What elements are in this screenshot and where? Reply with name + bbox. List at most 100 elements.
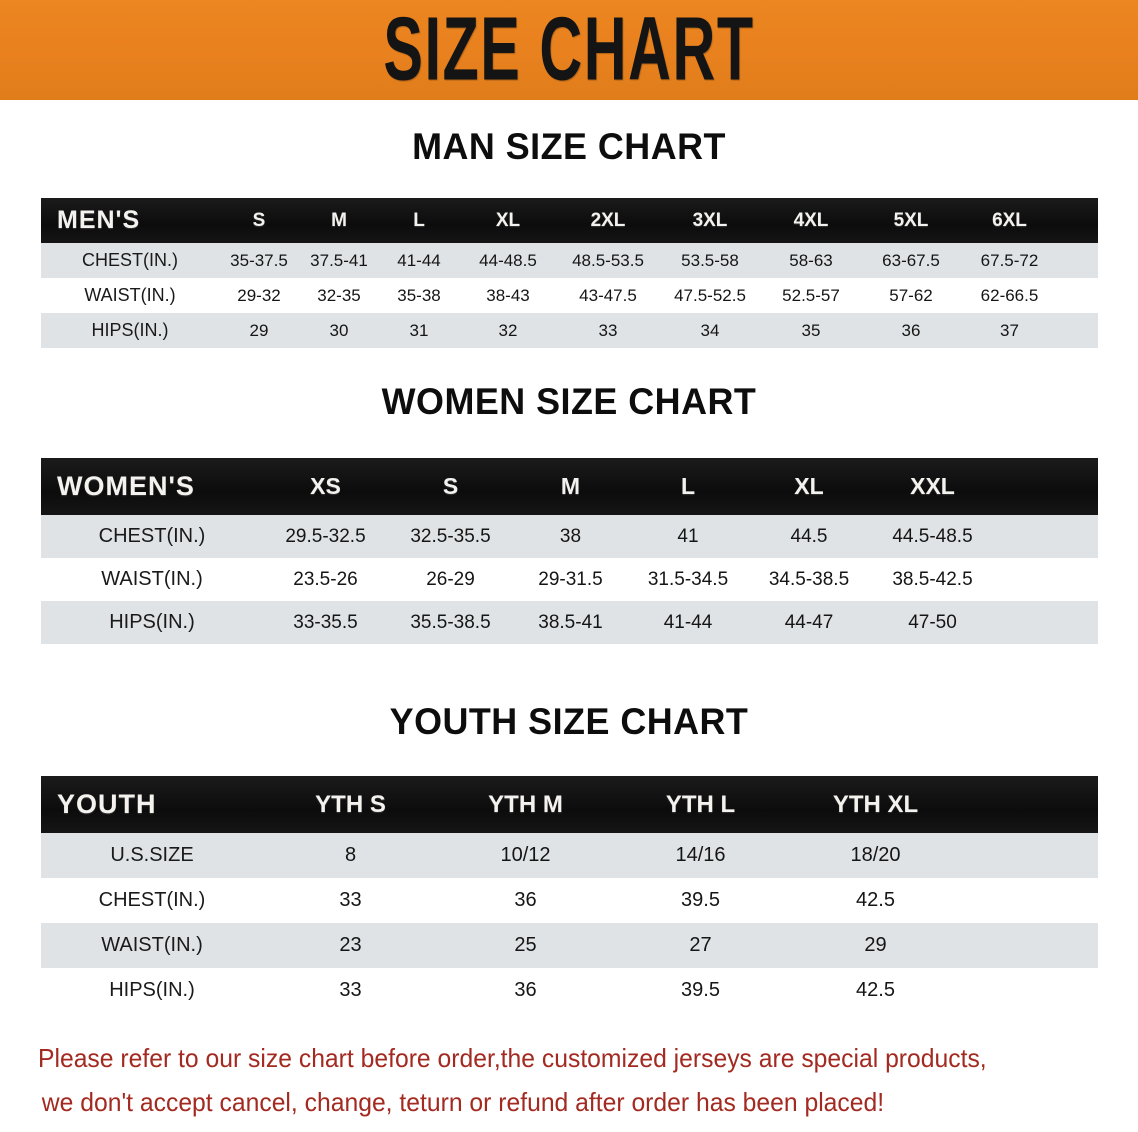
- men-chest-5xl: 63-67.5: [882, 250, 940, 270]
- youth-waist-l: 27: [689, 934, 712, 956]
- women-chest-m: 38: [559, 525, 582, 547]
- men-waist-2xl: 43-47.5: [579, 285, 637, 305]
- youth-hips-m: 36: [514, 979, 537, 1001]
- table-row: CHEST(IN.) 29.5-32.5 32.5-35.5 38 41 44.…: [41, 515, 1098, 558]
- men-waist-xl: 38-43: [486, 285, 530, 305]
- youth-row-hips-label: HIPS(IN.): [109, 979, 195, 1001]
- youth-header-size-s: YTH S: [315, 790, 386, 818]
- disclaimer-line-2: we don't accept cancel, change, teturn o…: [41, 1087, 885, 1117]
- women-hips-xs: 33-35.5: [293, 611, 358, 633]
- youth-ussize-l: 14/16: [675, 844, 726, 866]
- women-waist-xxl: 38.5-42.5: [892, 568, 973, 590]
- men-header-size-5xl: 5XL: [893, 209, 929, 231]
- men-chest-xl: 44-48.5: [479, 250, 537, 270]
- women-header-size-xxl: XXL: [910, 473, 955, 499]
- youth-header-row: YOUTH YTH S YTH M YTH L YTH XL: [41, 776, 1098, 833]
- table-row: HIPS(IN.) 29 30 31 32 33 34 35 36 37: [41, 313, 1098, 348]
- banner-title: SIZE CHART: [383, 0, 755, 100]
- women-section-title: WOMEN SIZE CHART: [381, 381, 757, 422]
- men-row-chest-label: CHEST(IN.): [82, 250, 178, 270]
- men-hips-4xl: 35: [801, 320, 821, 340]
- women-header-spacer: [995, 458, 1098, 515]
- youth-chest-xl: 42.5: [856, 889, 895, 911]
- table-row: CHEST(IN.) 35-37.5 37.5-41 41-44 44-48.5…: [41, 243, 1098, 278]
- youth-ussize-xl: 18/20: [850, 844, 901, 866]
- youth-size-table: YOUTH YTH S YTH M YTH L YTH XL U.S.SIZE …: [41, 776, 1098, 1013]
- men-waist-l: 35-38: [397, 285, 441, 305]
- women-waist-xs: 23.5-26: [293, 568, 358, 590]
- women-header-size-s: S: [442, 473, 459, 499]
- men-row-hips-label: HIPS(IN.): [91, 320, 169, 340]
- youth-header-label: YOUTH: [57, 789, 157, 819]
- women-header-size-l: L: [680, 473, 696, 499]
- women-chest-xxl: 44.5-48.5: [892, 525, 973, 547]
- women-chest-xs: 29.5-32.5: [285, 525, 366, 547]
- men-chest-4xl: 58-63: [789, 250, 833, 270]
- women-header-size-m: M: [560, 473, 581, 499]
- women-row-chest-label: CHEST(IN.): [98, 525, 206, 547]
- youth-section-title: YOUTH SIZE CHART: [389, 701, 749, 742]
- disclaimer: Please refer to our size chart before or…: [38, 1036, 1053, 1124]
- youth-header-size-l: YTH L: [665, 790, 736, 818]
- women-waist-l: 31.5-34.5: [647, 568, 729, 590]
- women-hips-xxl: 47-50: [908, 611, 957, 633]
- table-row: HIPS(IN.) 33 36 39.5 42.5: [41, 968, 1098, 1013]
- men-header-label: MEN'S: [57, 206, 141, 234]
- men-waist-3xl: 47.5-52.5: [674, 285, 746, 305]
- women-hips-spacer: [995, 601, 1098, 644]
- women-waist-spacer: [995, 558, 1098, 601]
- table-row: HIPS(IN.) 33-35.5 35.5-38.5 38.5-41 41-4…: [41, 601, 1098, 644]
- youth-row-waist-label: WAIST(IN.): [101, 934, 203, 956]
- youth-row-ussize-label: U.S.SIZE: [110, 844, 194, 866]
- table-row: WAIST(IN.) 29-32 32-35 35-38 38-43 43-47…: [41, 278, 1098, 313]
- table-row: CHEST(IN.) 33 36 39.5 42.5: [41, 878, 1098, 923]
- youth-chest-m: 36: [514, 889, 537, 911]
- table-row: WAIST(IN.) 23 25 27 29: [41, 923, 1098, 968]
- men-header-size-2xl: 2XL: [590, 209, 626, 231]
- women-hips-s: 35.5-38.5: [410, 611, 491, 633]
- youth-waist-s: 23: [339, 934, 362, 956]
- youth-waist-m: 25: [514, 934, 537, 956]
- youth-ussize-m: 10/12: [500, 844, 551, 866]
- men-waist-4xl: 52.5-57: [782, 285, 840, 305]
- men-hips-2xl: 33: [598, 320, 618, 340]
- women-header-size-xs: XS: [310, 473, 341, 499]
- men-size-table: MEN'S S M L XL 2XL 3XL 4XL 5XL 6XL CHEST…: [41, 198, 1098, 348]
- men-hips-spacer: [1058, 313, 1098, 348]
- women-chest-l: 41: [677, 525, 699, 547]
- youth-header-size-xl: YTH XL: [832, 790, 919, 818]
- men-hips-5xl: 36: [901, 320, 921, 340]
- men-header-row: MEN'S S M L XL 2XL 3XL 4XL 5XL 6XL: [41, 198, 1098, 243]
- women-header-row: WOMEN'S XS S M L XL XXL: [41, 458, 1098, 515]
- table-row: WAIST(IN.) 23.5-26 26-29 29-31.5 31.5-34…: [41, 558, 1098, 601]
- men-waist-5xl: 57-62: [889, 285, 933, 305]
- disclaimer-line-1: Please refer to our size chart before or…: [38, 1043, 987, 1073]
- youth-ussize-spacer: [963, 833, 1098, 878]
- men-header-size-4xl: 4XL: [793, 209, 829, 231]
- youth-hips-s: 33: [339, 979, 362, 1001]
- men-chest-l: 41-44: [397, 250, 441, 270]
- men-header-spacer: [1058, 198, 1098, 243]
- women-chest-spacer: [995, 515, 1098, 558]
- men-chest-m: 37.5-41: [310, 250, 368, 270]
- men-hips-s: 29: [249, 320, 269, 340]
- women-hips-m: 38.5-41: [538, 611, 603, 633]
- men-chest-2xl: 48.5-53.5: [572, 250, 644, 270]
- youth-ussize-s: 8: [344, 844, 357, 866]
- men-hips-l: 31: [409, 320, 429, 340]
- men-chest-3xl: 53.5-58: [681, 250, 739, 270]
- men-header-size-m: M: [331, 209, 347, 231]
- men-hips-m: 30: [329, 320, 349, 340]
- men-header-size-xl: XL: [495, 209, 521, 231]
- women-waist-m: 29-31.5: [538, 568, 603, 590]
- men-header-size-6xl: 6XL: [992, 209, 1027, 231]
- youth-chest-s: 33: [339, 889, 362, 911]
- women-chest-xl: 44.5: [790, 525, 828, 547]
- women-chest-s: 32.5-35.5: [410, 525, 491, 547]
- men-row-waist-label: WAIST(IN.): [84, 285, 176, 305]
- men-waist-s: 29-32: [237, 285, 281, 305]
- men-chest-6xl: 67.5-72: [980, 250, 1039, 270]
- women-waist-s: 26-29: [426, 568, 475, 590]
- men-waist-6xl: 62-66.5: [980, 285, 1039, 305]
- women-hips-l: 41-44: [663, 611, 713, 633]
